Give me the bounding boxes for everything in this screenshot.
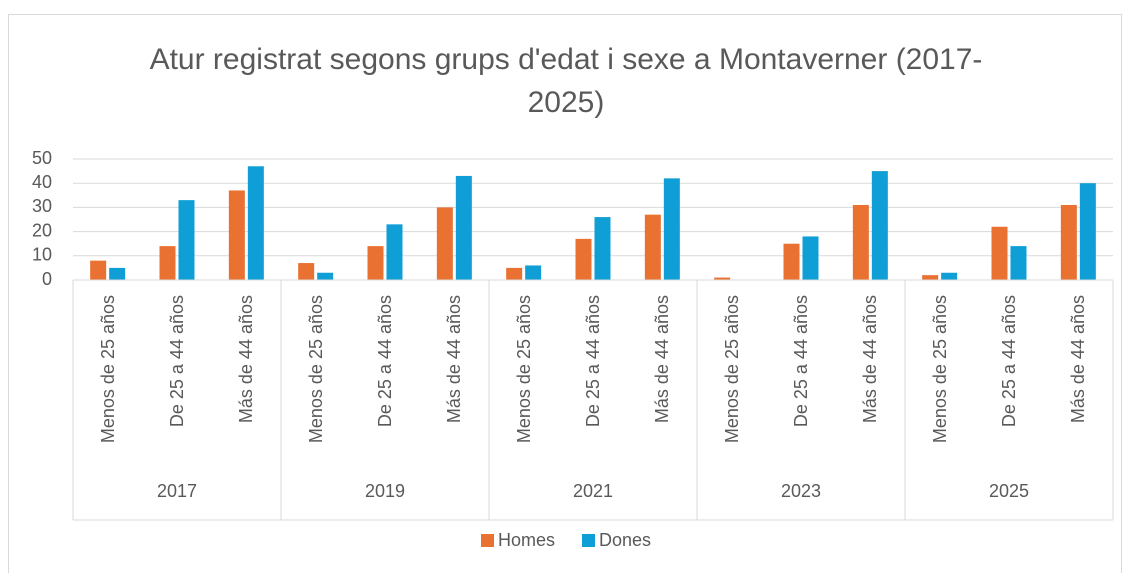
y-tick-label: 20 (32, 220, 52, 240)
x-tick-label: De 25 a 44 años (167, 295, 187, 428)
chart-frame (8, 14, 1122, 573)
x-tick-label: De 25 a 44 años (583, 295, 603, 428)
x-tick-label: Menos de 25 años (929, 295, 950, 444)
bar (714, 277, 731, 280)
y-tick-label: 50 (32, 148, 52, 168)
legend-swatch (481, 534, 494, 547)
x-tick-label: Más de 44 años (236, 295, 257, 424)
bar (1010, 246, 1027, 280)
bar (575, 238, 592, 280)
bar (436, 207, 453, 280)
bar (644, 214, 661, 280)
bar (871, 171, 888, 280)
bar (922, 275, 939, 280)
group-label: 2017 (156, 481, 198, 501)
bar (386, 224, 403, 280)
x-tick-label: Menos de 25 años (513, 295, 534, 444)
bar (317, 272, 334, 280)
x-tick-label: Menos de 25 años (721, 295, 742, 444)
bar (663, 178, 680, 280)
bar (802, 236, 819, 280)
bar (991, 226, 1008, 280)
y-tick-label: 10 (32, 245, 52, 265)
bar (1079, 183, 1096, 280)
group-label: 2021 (572, 481, 614, 501)
group-label: 2019 (364, 481, 406, 501)
x-tick-label: Más de 44 años (1068, 295, 1089, 424)
legend-label: Dones (599, 530, 652, 550)
bar (594, 217, 611, 280)
bar (1060, 204, 1077, 280)
legend-item: Dones (582, 530, 651, 551)
x-tick-label: Más de 44 años (652, 295, 673, 424)
x-tick-label: Menos de 25 años (97, 295, 118, 444)
legend-label: Homes (498, 530, 556, 550)
y-tick-label: 0 (42, 269, 52, 289)
bar (90, 260, 107, 280)
legend-item: Homes (481, 530, 555, 551)
x-tick-label: De 25 a 44 años (375, 295, 395, 428)
group-label: 2023 (780, 481, 822, 501)
x-tick-label: Más de 44 años (444, 295, 465, 424)
bar (783, 243, 800, 280)
bar (455, 175, 472, 280)
bar (109, 267, 126, 280)
bar (367, 246, 384, 280)
bar (298, 263, 315, 280)
bar (525, 265, 542, 280)
x-tick-label: De 25 a 44 años (999, 295, 1019, 428)
bar (506, 267, 523, 280)
bar (852, 204, 869, 280)
y-tick-label: 40 (32, 172, 52, 192)
bar (159, 246, 176, 280)
y-tick-label: 30 (32, 196, 52, 216)
x-tick-label: Más de 44 años (860, 295, 881, 424)
bar (247, 166, 264, 280)
x-tick-label: Menos de 25 años (305, 295, 326, 444)
group-label: 2025 (988, 481, 1030, 501)
bar (178, 200, 195, 280)
chart-title: Atur registrat segons grups d'edat i sex… (149, 43, 983, 119)
bar (941, 272, 958, 280)
bar (228, 190, 245, 280)
x-tick-label: De 25 a 44 años (791, 295, 811, 428)
legend-swatch (582, 534, 595, 547)
